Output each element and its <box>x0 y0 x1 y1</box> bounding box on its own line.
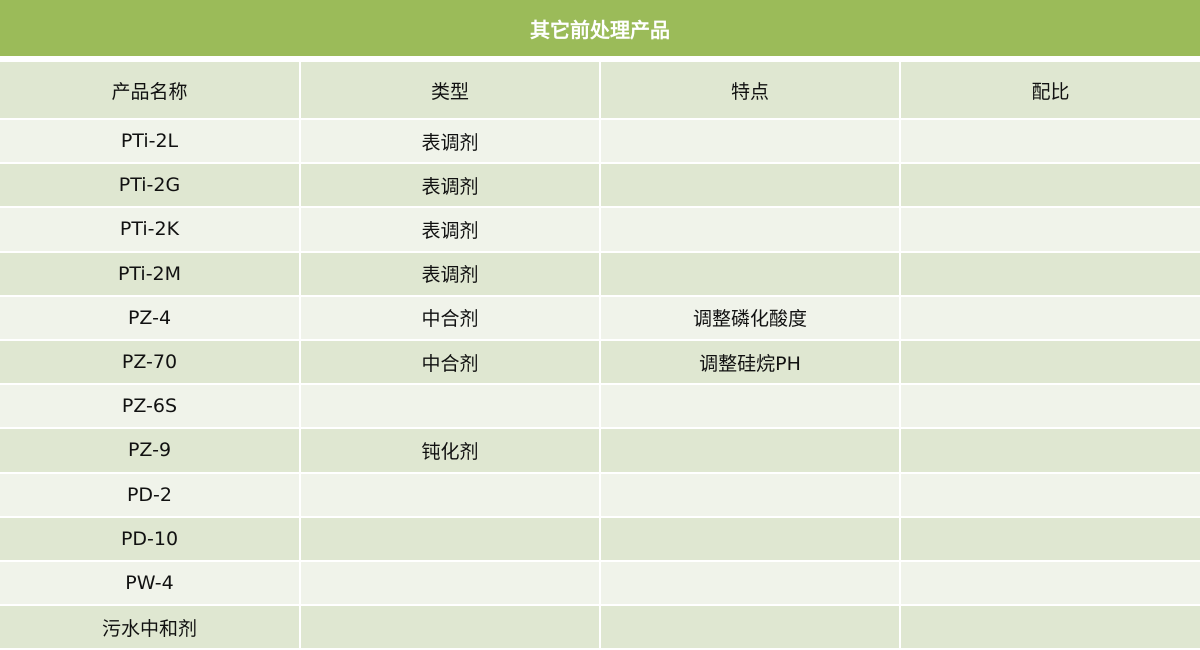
column-header-ratio: 配比 <box>899 60 1200 120</box>
divider <box>0 56 1200 60</box>
cell-name: PW-4 <box>0 559 301 607</box>
cell-name: PZ-9 <box>0 427 301 474</box>
cell-feature <box>599 117 901 165</box>
cell-ratio <box>899 604 1200 650</box>
cell-type: 中合剂 <box>299 338 601 386</box>
cell-feature <box>599 427 901 474</box>
cell-name: 污水中和剂 <box>0 604 301 650</box>
cell-name: PZ-70 <box>0 338 301 386</box>
cell-feature <box>599 206 901 253</box>
cell-ratio <box>899 471 1200 518</box>
cell-feature <box>599 604 901 650</box>
column-header-name: 产品名称 <box>0 60 301 120</box>
cell-ratio <box>899 250 1200 297</box>
table-row: 污水中和剂 <box>0 604 1200 650</box>
table-row: PD-10 <box>0 515 1200 562</box>
table-row: PW-4 <box>0 559 1200 607</box>
cell-feature <box>599 250 901 297</box>
cell-name: PTi-2M <box>0 250 301 297</box>
cell-name: PTi-2G <box>0 162 301 209</box>
cell-name: PZ-4 <box>0 294 301 341</box>
cell-name: PTi-2L <box>0 117 301 165</box>
table-row: PTi-2K 表调剂 <box>0 206 1200 253</box>
cell-type: 表调剂 <box>299 250 601 297</box>
cell-ratio <box>899 162 1200 209</box>
cell-type: 表调剂 <box>299 206 601 253</box>
column-header-feature: 特点 <box>599 60 901 120</box>
table-row: PZ-9 钝化剂 <box>0 427 1200 474</box>
cell-type: 表调剂 <box>299 117 601 165</box>
cell-feature <box>599 383 901 430</box>
table-row: PZ-70 中合剂 调整硅烷PH <box>0 338 1200 386</box>
table-row: PZ-4 中合剂 调整磷化酸度 <box>0 294 1200 341</box>
cell-name: PD-2 <box>0 471 301 518</box>
column-header-type: 类型 <box>299 60 601 120</box>
table-row: PD-2 <box>0 471 1200 518</box>
table-row: PZ-6S <box>0 383 1200 430</box>
cell-type <box>299 559 601 607</box>
cell-ratio <box>899 206 1200 253</box>
cell-name: PD-10 <box>0 515 301 562</box>
cell-type <box>299 383 601 430</box>
products-table: 产品名称 类型 特点 配比 PTi-2L 表调剂 PTi-2G 表调剂 PTi-2K 表调… <box>0 60 1200 650</box>
cell-type <box>299 471 601 518</box>
cell-ratio <box>899 294 1200 341</box>
cell-feature: 调整硅烷PH <box>599 338 901 386</box>
table-row: PTi-2L 表调剂 <box>0 117 1200 165</box>
table-row: PTi-2G 表调剂 <box>0 162 1200 209</box>
cell-name: PZ-6S <box>0 383 301 430</box>
cell-type: 表调剂 <box>299 162 601 209</box>
cell-ratio <box>899 427 1200 474</box>
cell-type: 中合剂 <box>299 294 601 341</box>
cell-feature <box>599 162 901 209</box>
cell-ratio <box>899 515 1200 562</box>
cell-feature: 调整磷化酸度 <box>599 294 901 341</box>
cell-type <box>299 515 601 562</box>
cell-ratio <box>899 383 1200 430</box>
table-row: PTi-2M 表调剂 <box>0 250 1200 297</box>
cell-name: PTi-2K <box>0 206 301 253</box>
table-title: 其它前处理产品 <box>0 0 1200 56</box>
cell-feature <box>599 559 901 607</box>
cell-ratio <box>899 338 1200 386</box>
cell-type <box>299 604 601 650</box>
cell-feature <box>599 471 901 518</box>
cell-feature <box>599 515 901 562</box>
header-row: 产品名称 类型 特点 配比 <box>0 60 1200 120</box>
cell-ratio <box>899 559 1200 607</box>
cell-ratio <box>899 117 1200 165</box>
cell-type: 钝化剂 <box>299 427 601 474</box>
